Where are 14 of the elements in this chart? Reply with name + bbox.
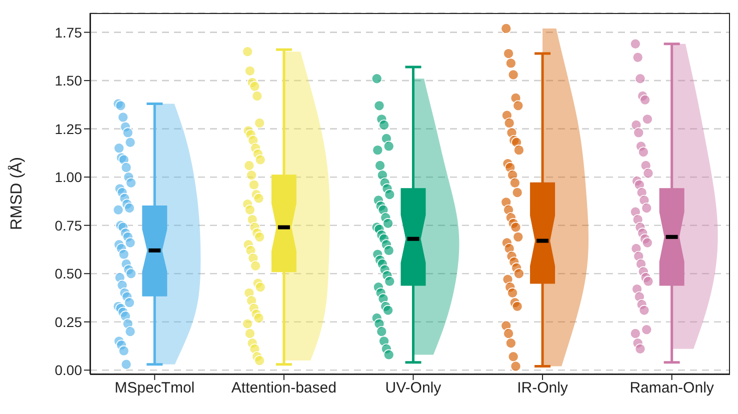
x-tick-label: IR-Only [517,380,568,397]
y-tick-label: 0.25 [54,314,82,330]
x-tick-label: Raman-Only [630,380,714,397]
y-axis-title: RMSD (Å) [8,157,26,230]
y-tick-label: 0.75 [54,217,82,234]
y-tick-label: 1.25 [54,120,82,137]
y-tick-label: 1.50 [54,72,82,89]
x-tick-label: MSpecTmol [114,380,195,397]
y-tick-label: 1.75 [54,24,82,40]
y-tick-label: 0.00 [54,362,82,378]
y-tick-label: 1.00 [54,169,82,186]
x-tick-label: Attention-based [231,380,336,397]
y-tick-label: 0.50 [54,266,82,282]
x-tick-label: UV-Only [385,380,442,397]
